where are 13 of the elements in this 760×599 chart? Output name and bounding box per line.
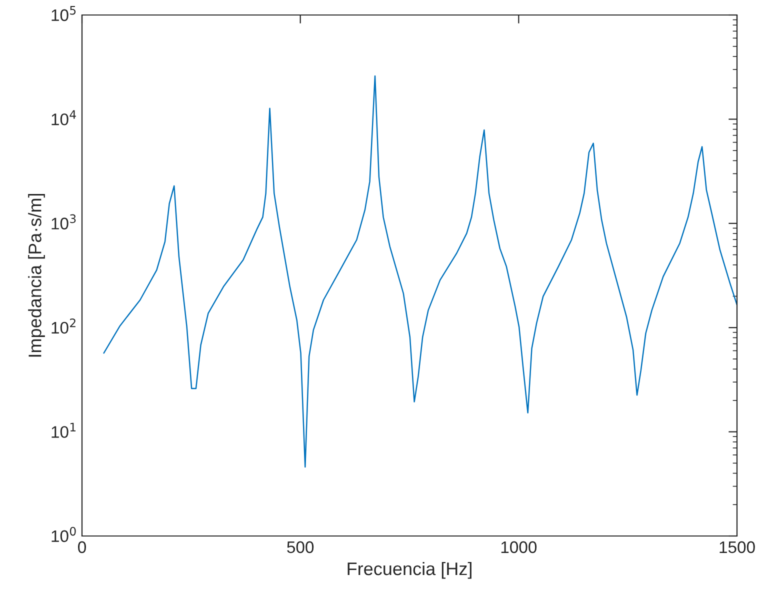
line-series: [103, 75, 737, 468]
y-tick-label: 10$^{3}$: [52, 214, 76, 230]
x-tick-label: 0: [78, 541, 86, 554]
y-tick-label: 10$^{4}$: [52, 110, 76, 126]
x-tick-label: 1000: [501, 541, 537, 554]
x-axis-title: Frecuencia [Hz]: [348, 562, 472, 579]
y-tick-label: 10$^{1}$: [52, 422, 76, 438]
y-tick-label: 10$^{5}$: [52, 6, 76, 22]
x-tick-label: 1500: [720, 541, 755, 554]
x-tick-label: 500: [287, 541, 314, 554]
y-tick-label: 10$^{2}$: [52, 318, 76, 334]
y-tick-label: 10$^{0}$: [52, 526, 76, 542]
y-axis-title: Impedancia [Pa·s/m]: [28, 194, 45, 357]
